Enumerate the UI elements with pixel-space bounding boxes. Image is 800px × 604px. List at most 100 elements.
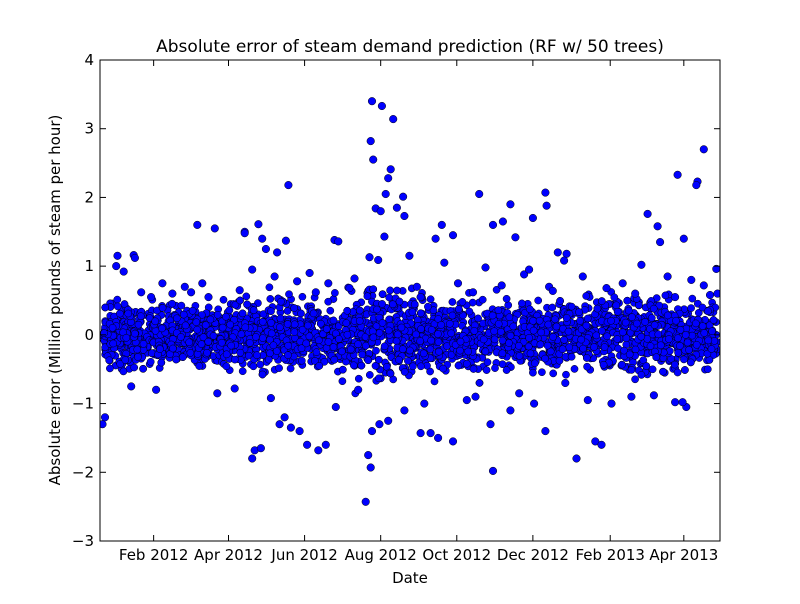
band-point — [264, 355, 273, 364]
data-point — [548, 286, 557, 295]
data-point — [210, 224, 219, 233]
data-point — [295, 427, 304, 436]
band-point — [236, 296, 244, 305]
band-point — [562, 370, 570, 379]
band-point — [534, 296, 543, 305]
data-point — [663, 272, 672, 281]
band-point — [683, 338, 692, 347]
data-point — [400, 211, 409, 221]
band-point — [324, 297, 333, 306]
y-tick-label: 3 — [84, 120, 94, 138]
data-point — [331, 402, 340, 412]
data-point — [705, 290, 715, 300]
data-point — [618, 279, 627, 288]
data-point — [416, 293, 425, 302]
band-point — [613, 335, 622, 343]
data-point — [448, 231, 458, 240]
band-point — [218, 323, 227, 332]
data-point — [281, 236, 290, 245]
band-point — [623, 296, 632, 305]
band-point — [625, 350, 634, 359]
data-point — [230, 384, 239, 393]
data-point — [631, 289, 640, 298]
band-point — [258, 370, 267, 379]
y-tick-label: 0 — [84, 326, 94, 344]
band-point — [708, 327, 716, 336]
data-point — [643, 209, 652, 218]
data-point — [511, 233, 520, 242]
band-point — [147, 349, 156, 358]
band-point — [329, 343, 338, 351]
band-point — [395, 297, 404, 306]
data-point — [497, 281, 506, 290]
band-point — [266, 295, 275, 303]
band-point — [454, 305, 463, 313]
band-point — [406, 346, 414, 355]
band-point — [577, 335, 586, 344]
band-point — [372, 322, 381, 330]
band-point — [419, 349, 428, 358]
band-point — [505, 339, 513, 347]
band-point — [649, 304, 658, 313]
band-point — [134, 320, 143, 329]
band-point — [256, 360, 265, 369]
band-point — [582, 292, 591, 300]
band-point — [672, 316, 680, 325]
data-point — [248, 265, 257, 274]
data-point — [168, 289, 177, 298]
band-point — [642, 362, 651, 370]
data-point — [583, 396, 592, 405]
band-point — [134, 353, 142, 361]
band-point — [537, 328, 546, 337]
band-point — [177, 301, 186, 310]
band-point — [462, 359, 471, 368]
band-point — [646, 342, 655, 350]
band-point — [375, 329, 384, 337]
band-point — [469, 365, 478, 373]
data-point — [119, 267, 128, 276]
data-point — [434, 433, 443, 442]
data-point — [687, 275, 696, 284]
band-point — [249, 306, 258, 315]
band-point — [610, 293, 619, 302]
band-point — [244, 351, 253, 360]
band-point — [417, 362, 425, 371]
x-tick-label: Feb 2013 — [575, 546, 645, 564]
band-point — [560, 335, 568, 344]
band-point — [316, 319, 325, 328]
band-point — [430, 377, 439, 386]
data-point — [392, 203, 401, 212]
band-point — [222, 312, 230, 321]
band-point — [258, 334, 267, 342]
data-point — [673, 170, 682, 179]
data-point — [311, 288, 320, 297]
band-point — [456, 337, 465, 346]
band-point — [158, 324, 166, 333]
data-point — [671, 398, 680, 407]
band-point — [535, 316, 544, 325]
band-point — [101, 303, 110, 312]
band-point — [179, 310, 188, 319]
band-point — [435, 347, 443, 356]
data-point — [426, 429, 435, 438]
band-point — [386, 286, 394, 295]
band-point — [226, 320, 235, 329]
band-point — [538, 368, 546, 377]
band-point — [652, 353, 661, 362]
data-point — [321, 440, 330, 449]
band-point — [558, 345, 567, 354]
data-point — [679, 234, 688, 243]
band-point — [302, 339, 311, 348]
band-point — [687, 304, 695, 312]
band-point — [565, 343, 574, 352]
data-point — [376, 207, 385, 216]
band-point — [692, 340, 701, 349]
band-point — [592, 331, 601, 340]
data-point — [486, 420, 495, 429]
band-point — [203, 348, 211, 357]
band-point — [314, 336, 323, 345]
band-point — [217, 338, 226, 347]
band-point — [424, 302, 432, 311]
data-point — [591, 437, 600, 446]
